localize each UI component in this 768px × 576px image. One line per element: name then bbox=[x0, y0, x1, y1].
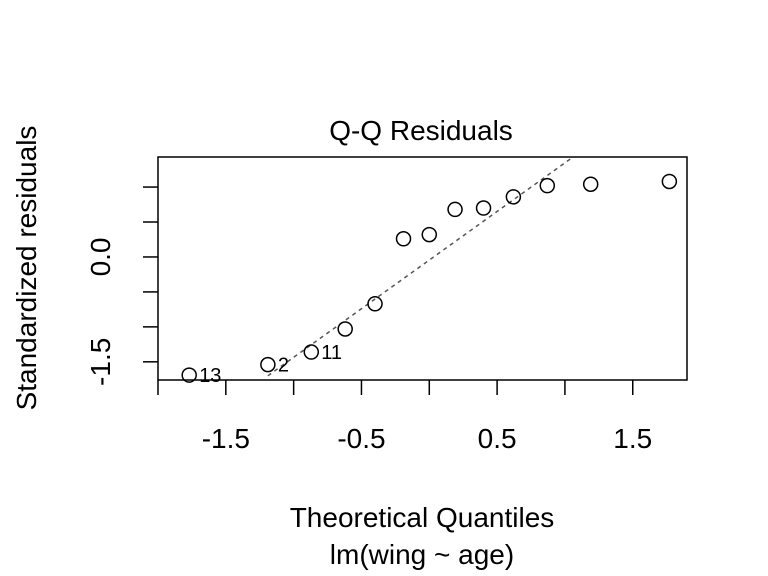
data-point bbox=[661, 173, 678, 190]
qq-reference-line bbox=[267, 156, 574, 377]
data-point bbox=[367, 296, 383, 312]
data-points bbox=[181, 173, 678, 383]
x-axis-label: Theoretical Quantiles bbox=[290, 502, 555, 533]
data-point bbox=[505, 189, 522, 205]
data-point bbox=[181, 367, 197, 383]
y-tick-label: -1.5 bbox=[85, 338, 116, 386]
x-tick-label: 0.5 bbox=[478, 423, 517, 454]
x-tick-label: -0.5 bbox=[337, 423, 385, 454]
y-tick-label: 0.0 bbox=[85, 237, 116, 276]
point-label: 2 bbox=[278, 355, 289, 377]
data-point bbox=[260, 356, 276, 373]
data-point bbox=[447, 201, 463, 218]
x-tick-label: 1.5 bbox=[613, 423, 652, 454]
data-point bbox=[337, 321, 353, 337]
x-axis: -1.5 -0.5 0.5 1.5 bbox=[157, 380, 652, 454]
data-point bbox=[421, 226, 438, 243]
data-point bbox=[475, 200, 492, 216]
point-label: 11 bbox=[321, 342, 342, 364]
data-point bbox=[303, 344, 320, 360]
data-point bbox=[539, 177, 556, 194]
x-tick-label: -1.5 bbox=[202, 423, 250, 454]
plot-box bbox=[157, 156, 688, 381]
y-axis: -1.5 0.0 bbox=[85, 186, 158, 386]
data-point bbox=[395, 231, 412, 247]
data-point bbox=[582, 176, 599, 193]
chart-title: Q-Q Residuals bbox=[329, 115, 513, 146]
point-label: 13 bbox=[199, 365, 221, 387]
y-axis-label: Standardized residuals bbox=[11, 126, 42, 411]
point-labels: 13 2 11 bbox=[199, 342, 342, 387]
chart-subtitle: lm(wing ~ age) bbox=[330, 539, 514, 570]
